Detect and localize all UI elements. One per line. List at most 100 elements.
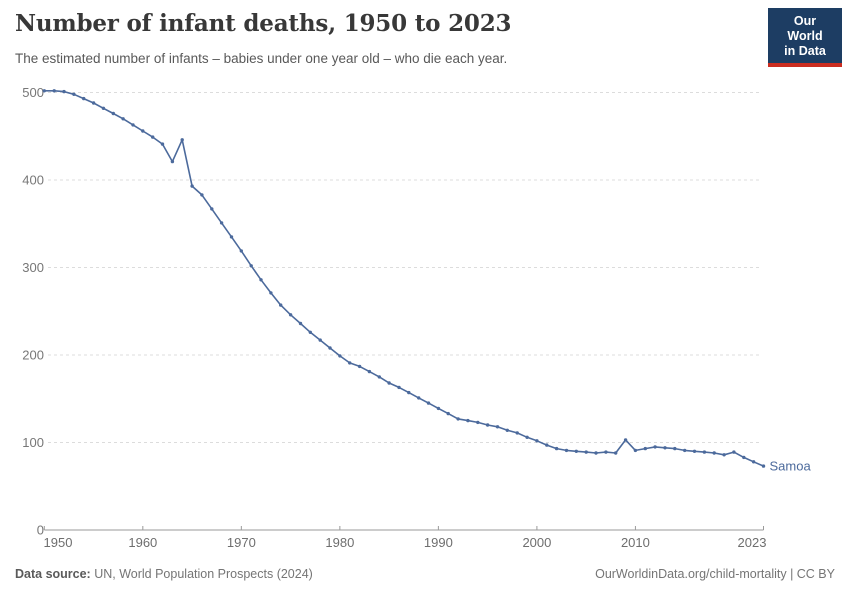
x-axis-tick-label: 1970 xyxy=(227,535,256,550)
y-axis-tick-label: 200 xyxy=(22,348,44,363)
data-point[interactable] xyxy=(476,420,480,425)
trend-line-samoa[interactable] xyxy=(43,90,765,467)
data-point[interactable] xyxy=(712,451,716,455)
data-point[interactable] xyxy=(121,117,125,121)
owid-logo[interactable]: Our World in Data xyxy=(768,8,842,67)
data-point[interactable] xyxy=(180,138,184,142)
data-point[interactable] xyxy=(643,446,647,451)
data-point[interactable] xyxy=(623,438,628,442)
data-point[interactable] xyxy=(505,428,509,432)
data-point[interactable] xyxy=(229,235,234,239)
x-axis-tick-label: 1990 xyxy=(424,535,453,550)
y-axis-tick-label: 400 xyxy=(22,173,44,188)
data-point[interactable] xyxy=(515,431,519,435)
data-point[interactable] xyxy=(535,439,539,443)
x-axis-tick-label: 2023 xyxy=(738,535,767,550)
data-point[interactable] xyxy=(446,411,450,416)
data-point[interactable] xyxy=(663,446,667,450)
chart-footer: Data source: UN, World Population Prospe… xyxy=(15,567,835,581)
data-point[interactable] xyxy=(633,448,638,453)
data-point[interactable] xyxy=(525,435,529,439)
data-point[interactable] xyxy=(308,330,312,334)
data-point[interactable] xyxy=(387,381,391,385)
data-point[interactable] xyxy=(594,451,598,455)
data-point[interactable] xyxy=(692,449,697,453)
data-point[interactable] xyxy=(574,449,578,453)
series-label-samoa[interactable]: Samoa xyxy=(770,459,812,474)
data-point[interactable] xyxy=(111,111,116,116)
data-point[interactable] xyxy=(357,364,362,369)
data-point[interactable] xyxy=(269,291,273,295)
data-point[interactable] xyxy=(653,445,657,449)
data-point[interactable] xyxy=(407,390,411,395)
y-axis-tick-label: 300 xyxy=(22,260,44,275)
data-point[interactable] xyxy=(82,96,86,101)
data-point[interactable] xyxy=(249,264,253,268)
data-point[interactable] xyxy=(732,450,736,454)
data-point[interactable] xyxy=(279,303,283,307)
data-point[interactable] xyxy=(200,193,204,197)
data-point[interactable] xyxy=(604,450,608,454)
y-axis-tick-label: 0 xyxy=(37,523,44,538)
data-point[interactable] xyxy=(426,401,431,405)
data-point[interactable] xyxy=(338,354,342,358)
data-point[interactable] xyxy=(160,142,165,146)
data-point[interactable] xyxy=(397,385,401,390)
data-point[interactable] xyxy=(485,423,490,427)
data-point[interactable] xyxy=(614,451,618,455)
data-point[interactable] xyxy=(141,129,145,133)
data-source-label: Data source: xyxy=(15,567,91,581)
data-point[interactable] xyxy=(436,406,441,411)
data-point[interactable] xyxy=(722,453,726,457)
data-point[interactable] xyxy=(367,369,372,374)
data-point[interactable] xyxy=(91,101,96,105)
data-point[interactable] xyxy=(318,338,322,342)
data-point[interactable] xyxy=(151,135,155,139)
data-point[interactable] xyxy=(62,89,66,94)
data-point[interactable] xyxy=(545,443,549,447)
data-point[interactable] xyxy=(564,448,569,453)
data-point[interactable] xyxy=(190,184,194,188)
x-axis-tick-label: 1960 xyxy=(128,535,157,550)
data-point[interactable] xyxy=(702,450,707,454)
data-point[interactable] xyxy=(219,221,224,225)
data-point[interactable] xyxy=(377,375,381,379)
owid-url-link[interactable]: OurWorldinData.org/child-mortality | CC … xyxy=(595,567,835,581)
data-point[interactable] xyxy=(554,446,559,451)
data-point[interactable] xyxy=(239,249,243,253)
data-point[interactable] xyxy=(466,418,470,423)
data-point[interactable] xyxy=(761,464,766,468)
data-point[interactable] xyxy=(170,159,175,164)
data-point[interactable] xyxy=(42,89,46,93)
data-source: Data source: UN, World Population Prospe… xyxy=(15,567,313,581)
data-point[interactable] xyxy=(742,455,746,460)
owid-logo-line2: in Data xyxy=(784,44,826,58)
data-point[interactable] xyxy=(298,321,303,326)
data-point[interactable] xyxy=(288,313,293,317)
data-point[interactable] xyxy=(348,361,352,365)
data-point[interactable] xyxy=(210,207,214,211)
data-point[interactable] xyxy=(131,123,135,127)
data-point[interactable] xyxy=(259,278,263,282)
data-point[interactable] xyxy=(52,89,56,93)
data-point[interactable] xyxy=(101,106,106,111)
data-point[interactable] xyxy=(417,396,421,400)
x-axis-tick-label: 1980 xyxy=(325,535,354,550)
data-point[interactable] xyxy=(495,425,500,429)
data-point[interactable] xyxy=(456,417,460,421)
chart-title: Number of infant deaths, 1950 to 2023 xyxy=(15,10,512,37)
data-point[interactable] xyxy=(673,446,677,451)
data-source-text: UN, World Population Prospects (2024) xyxy=(90,567,313,581)
data-point[interactable] xyxy=(683,448,687,453)
data-point[interactable] xyxy=(584,450,588,454)
data-point[interactable] xyxy=(328,346,332,350)
x-axis-tick-label: 2000 xyxy=(522,535,551,550)
owid-logo-line1: Our World xyxy=(787,14,823,43)
y-axis-tick-label: 500 xyxy=(22,85,44,100)
data-point[interactable] xyxy=(72,92,76,97)
data-point[interactable] xyxy=(751,460,756,464)
y-axis-tick-label: 100 xyxy=(22,435,44,450)
x-axis-tick-label: 1950 xyxy=(44,535,73,550)
